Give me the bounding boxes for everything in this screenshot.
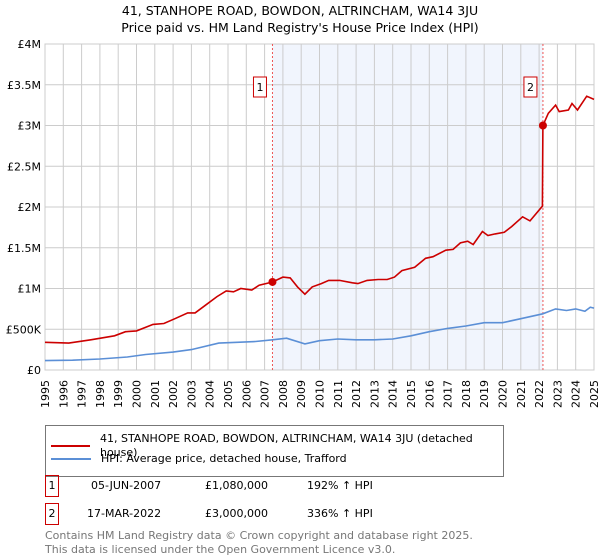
x-tick-label: 2006 bbox=[240, 380, 253, 408]
chart-subtitle: Price paid vs. HM Land Registry's House … bbox=[121, 20, 479, 35]
x-tick-label: 1995 bbox=[39, 380, 52, 408]
x-tick-label: 2024 bbox=[570, 380, 583, 408]
transaction-price: £1,080,000 bbox=[205, 479, 268, 492]
x-tick-label: 2000 bbox=[131, 380, 144, 408]
x-tick-label: 2004 bbox=[204, 380, 217, 408]
hpi-line bbox=[44, 306, 595, 362]
y-tick-label: £3M bbox=[18, 120, 42, 133]
y-tick-label: £2M bbox=[18, 201, 42, 214]
x-tick-label: 2018 bbox=[460, 380, 473, 408]
legend: 41, STANHOPE ROAD, BOWDON, ALTRINCHAM, W… bbox=[45, 425, 504, 477]
x-tick-label: 2001 bbox=[149, 380, 162, 408]
sale-label-box bbox=[523, 76, 538, 98]
x-tick-label: 1999 bbox=[112, 380, 125, 408]
x-tick-label: 2022 bbox=[533, 380, 546, 408]
x-tick-label: 2010 bbox=[314, 380, 327, 408]
x-tick-label: 2008 bbox=[277, 380, 290, 408]
legend-swatch-property bbox=[51, 445, 90, 447]
transaction-date: 05-JUN-2007 bbox=[91, 479, 162, 492]
x-tick-label: 2023 bbox=[551, 380, 564, 408]
sale-point bbox=[538, 121, 547, 130]
footer-licence: This data is licensed under the Open Gov… bbox=[45, 543, 396, 556]
y-tick-label: £4M bbox=[18, 38, 42, 51]
x-tick-label: 2014 bbox=[387, 380, 400, 408]
x-tick-label: 2021 bbox=[515, 380, 528, 408]
footer-copyright: Contains HM Land Registry data © Crown c… bbox=[45, 529, 473, 542]
x-tick-label: 2012 bbox=[350, 380, 363, 408]
x-tick-label: 2007 bbox=[259, 380, 272, 408]
transaction-marker: 1 bbox=[45, 475, 59, 497]
y-tick-label: £500K bbox=[6, 323, 42, 336]
x-tick-label: 2005 bbox=[222, 380, 235, 408]
x-tick-label: 2002 bbox=[167, 380, 180, 408]
x-tick-label: 1996 bbox=[57, 380, 70, 408]
y-tick-label: £2.5M bbox=[7, 160, 41, 173]
x-tick-label: 2025 bbox=[588, 380, 600, 408]
transaction-marker: 2 bbox=[45, 503, 59, 525]
y-tick-label: £1.5M bbox=[7, 242, 41, 255]
transaction-price: £3,000,000 bbox=[205, 507, 268, 520]
sale-label-box bbox=[252, 76, 267, 98]
x-tick-label: 2016 bbox=[423, 380, 436, 408]
x-tick-label: 2011 bbox=[332, 380, 345, 408]
transaction-row: 2 17-MAR-2022 £3,000,000 336% ↑ HPI bbox=[45, 503, 545, 525]
x-tick-label: 2009 bbox=[295, 380, 308, 408]
price-chart: 1995 1996 1997 1998 1999 2000 2001 2002 2003 2004… bbox=[6, 38, 600, 408]
y-tick-label: £1M bbox=[18, 283, 42, 296]
transaction-date: 17-MAR-2022 bbox=[87, 507, 162, 520]
legend-label: HPI: Average price, detached house, Traf… bbox=[101, 452, 347, 465]
plot-frame bbox=[44, 43, 595, 371]
transaction-hpi: 192% ↑ HPI bbox=[307, 479, 373, 492]
y-tick-label: £3.5M bbox=[7, 79, 41, 92]
x-tick-label: 2019 bbox=[478, 380, 491, 408]
x-tick-label: 2013 bbox=[368, 380, 381, 408]
x-tick-label: 2015 bbox=[405, 380, 418, 408]
sale-label: 2 bbox=[527, 81, 534, 94]
x-tick-label: 1998 bbox=[94, 380, 107, 408]
footer: Contains HM Land Registry data © Crown c… bbox=[45, 529, 473, 557]
legend-item-property: 41, STANHOPE ROAD, BOWDON, ALTRINCHAM, W… bbox=[51, 432, 503, 460]
legend-label: 41, STANHOPE ROAD, BOWDON, ALTRINCHAM, W… bbox=[99, 432, 473, 459]
y-tick-label: £0 bbox=[27, 364, 41, 377]
x-tick-label: 2020 bbox=[497, 380, 510, 408]
x-tick-label: 2017 bbox=[442, 380, 455, 408]
sale-point bbox=[268, 277, 277, 286]
legend-item-hpi: HPI: Average price, detached house, Traf… bbox=[51, 452, 347, 466]
chart-title: 41, STANHOPE ROAD, BOWDON, ALTRINCHAM, W… bbox=[121, 3, 479, 18]
property-price-line bbox=[44, 95, 595, 344]
x-tick-label: 1997 bbox=[76, 380, 89, 408]
legend-swatch-hpi bbox=[51, 458, 91, 460]
transaction-row: 1 05-JUN-2007 £1,080,000 192% ↑ HPI bbox=[45, 475, 545, 497]
sale-label: 1 bbox=[256, 81, 263, 94]
x-tick-label: 2003 bbox=[185, 380, 198, 408]
transaction-hpi: 336% ↑ HPI bbox=[307, 507, 373, 520]
